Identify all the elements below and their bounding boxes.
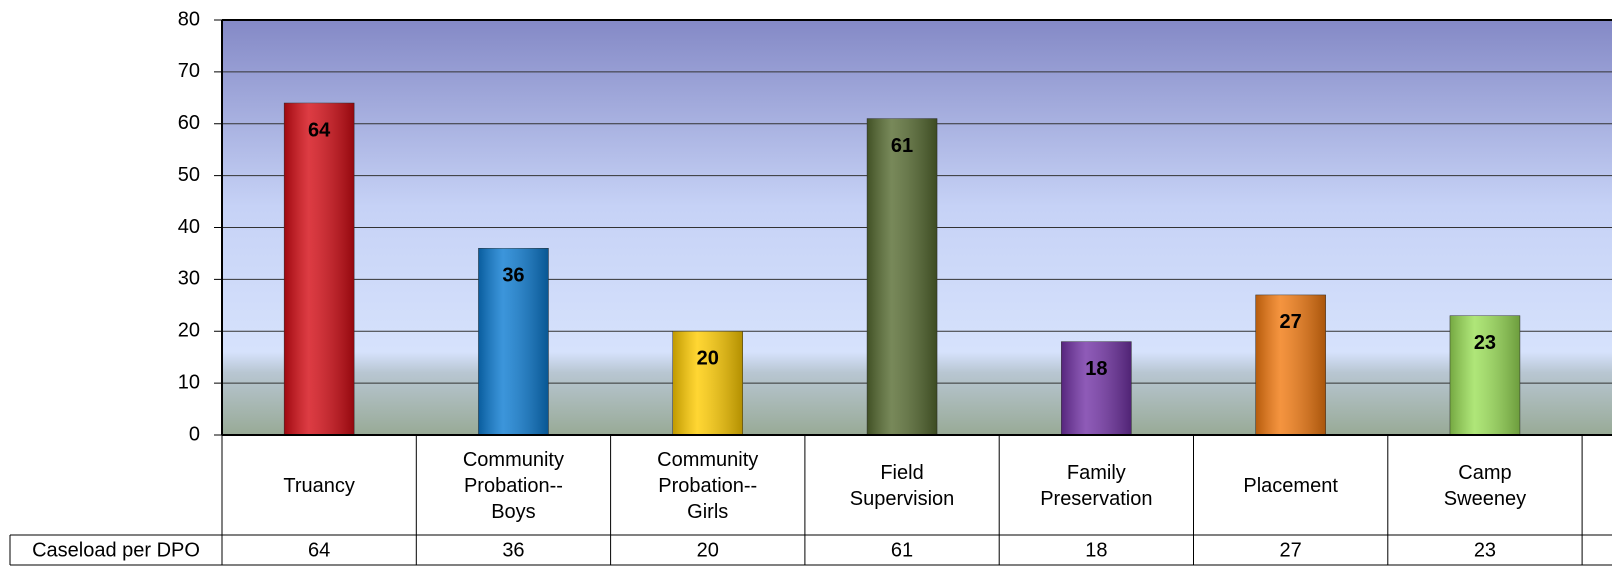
bar-shine [867, 118, 938, 435]
y-tick-label: 0 [189, 423, 200, 445]
category-cell: Community Probation--Boys [416, 437, 610, 535]
y-tick-label: 10 [178, 371, 200, 393]
x-tick-label: Camp Sweeney [1443, 462, 1527, 510]
x-tick-label: Field Supervision [849, 462, 955, 510]
data-label: 64 [308, 119, 331, 141]
data-label: 61 [891, 135, 913, 157]
x-tick-label: Placement [1243, 475, 1338, 497]
data-label: 18 [1085, 358, 1107, 380]
data-label: 23 [1474, 332, 1496, 354]
y-tick-label: 80 [178, 8, 200, 30]
category-cell: Community Probation--Girls [611, 437, 805, 535]
x-tick-label: Community Probation--Girls [657, 449, 759, 523]
bar-shine [1255, 294, 1326, 435]
category-cell: Placement [1194, 437, 1388, 535]
series-label: Caseload per DPO [32, 539, 200, 561]
category-cell: Community Probation--Boys [416, 437, 610, 535]
category-cell: Family Preservation [999, 437, 1193, 535]
table-value: 20 [697, 539, 719, 561]
table-value: 64 [308, 539, 330, 561]
table-value: 61 [891, 539, 913, 561]
bar-shine [478, 248, 549, 435]
bar-shine [1061, 341, 1132, 435]
table-value: 23 [1474, 539, 1496, 561]
category-cell: Camp Sweeney [1388, 437, 1582, 535]
y-tick-label: 60 [178, 112, 200, 134]
bar-shine [1449, 315, 1520, 435]
x-tick-label: Truancy [283, 475, 355, 497]
data-label: 20 [697, 348, 719, 370]
category-cell: Community Probation--Girls [611, 437, 805, 535]
y-tick-label: 40 [178, 216, 200, 238]
x-tick-label: Family Preservation [1040, 462, 1153, 510]
category-cell: Truancy [222, 437, 416, 535]
table-value: 27 [1280, 539, 1302, 561]
category-cell: Camp Sweeney [1388, 437, 1582, 535]
x-tick-label: Community Probation--Boys [462, 449, 564, 523]
category-cell: Field Supervision [805, 437, 999, 535]
table-value: 36 [502, 539, 524, 561]
y-tick-label: 20 [178, 320, 200, 342]
category-cell: Field Supervision [805, 437, 999, 535]
data-label: 36 [502, 265, 524, 287]
data-label: 27 [1280, 311, 1302, 333]
category-cell: Family Preservation [999, 437, 1193, 535]
y-tick-label: 30 [178, 268, 200, 290]
y-tick-label: 70 [178, 60, 200, 82]
y-tick-label: 50 [178, 164, 200, 186]
bar-shine [672, 331, 743, 435]
bar-shine [284, 103, 355, 435]
category-cell: Placement [1194, 437, 1388, 535]
table-value: 18 [1085, 539, 1107, 561]
category-cell: Truancy [222, 437, 416, 535]
